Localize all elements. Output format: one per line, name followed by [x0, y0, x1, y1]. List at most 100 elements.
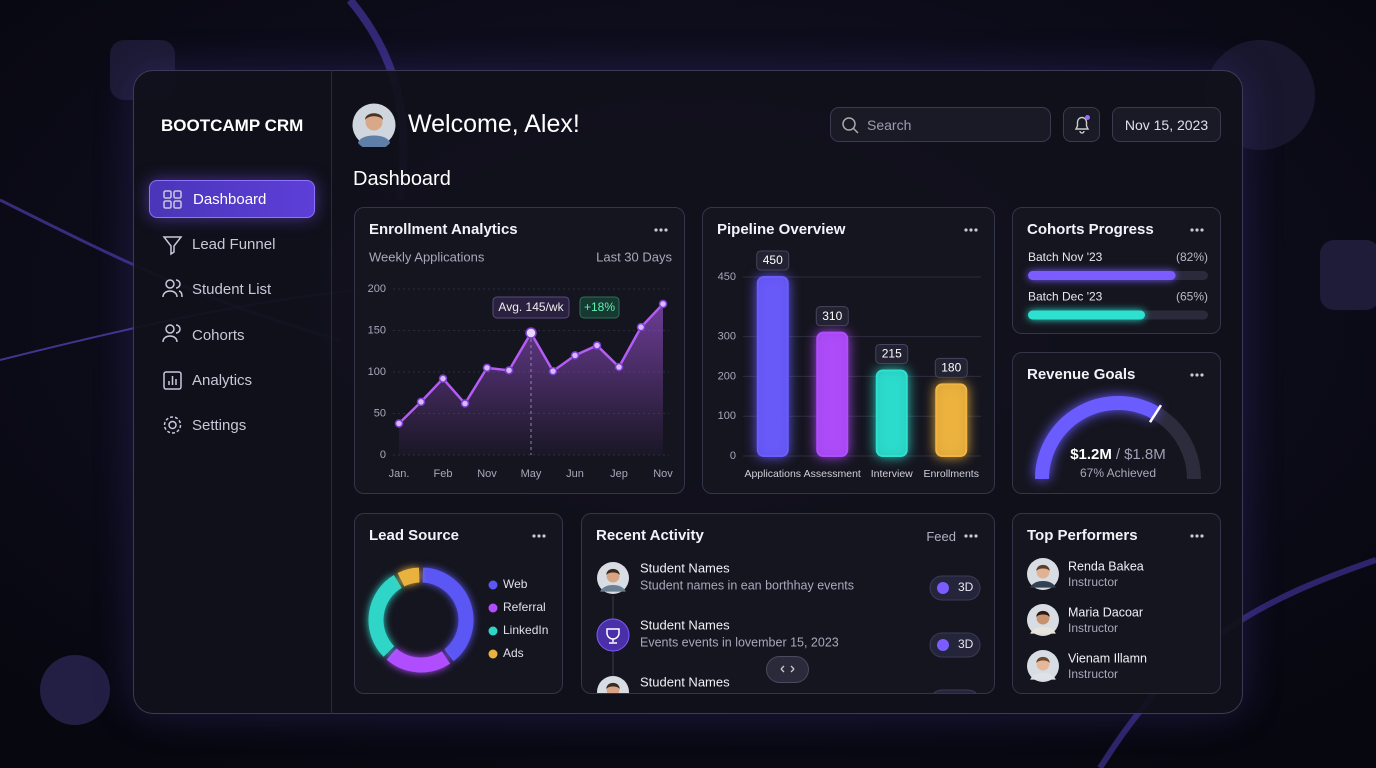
more-button[interactable]: [964, 228, 978, 232]
avatar-head: [1036, 657, 1050, 671]
point: [636, 322, 646, 332]
value-label: 310: [822, 309, 842, 323]
avatar-hair: [1036, 656, 1050, 664]
activity-list: Student Names Student names in ean borthh…: [596, 534, 981, 693]
performer-list: Renda Bakea Instructor Maria Dacoar Instruc…: [1027, 534, 1204, 682]
progress-label: Batch Nov '23: [1028, 250, 1103, 264]
more-button[interactable]: [1190, 228, 1204, 232]
activity-icon: [596, 618, 630, 652]
gauge-value: [1035, 396, 1160, 480]
nav-item[interactable]: Student List: [192, 280, 272, 298]
value-label: 180: [941, 361, 961, 375]
more-button[interactable]: [654, 228, 668, 232]
more-dot: [969, 228, 973, 232]
y-tick-label: 200: [368, 283, 386, 295]
progress-value: (82%): [1176, 250, 1208, 264]
more-dot: [659, 228, 663, 232]
x-tick-label: Interview: [871, 468, 913, 480]
scroll-pill[interactable]: [766, 656, 809, 683]
more-button[interactable]: [1190, 373, 1204, 377]
more-dot: [1195, 534, 1199, 538]
annotation: +18%: [584, 300, 615, 314]
legend-swatch: [488, 626, 498, 636]
legend-label: Web: [503, 577, 528, 591]
more-dot: [654, 228, 658, 232]
activity-card: Student Names Student names in ean borthh…: [581, 513, 995, 694]
nav-item[interactable]: Cohorts: [192, 326, 245, 344]
legend-label: Referral: [503, 600, 546, 614]
point: [570, 351, 580, 360]
gauge-chart: $1.2M / $1.8M 67% Achieved: [1035, 373, 1204, 480]
y-tick-label: 200: [718, 370, 736, 382]
more-dot: [964, 228, 968, 232]
progress-value: (65%): [1176, 290, 1208, 304]
x-tick-label: Enrollments: [924, 468, 979, 480]
point: [525, 327, 537, 339]
progress-bar: [1028, 310, 1145, 320]
point: [592, 341, 602, 350]
more-dot: [974, 228, 978, 232]
gauge-marker: [1148, 404, 1163, 423]
y-tick-label: 100: [368, 366, 386, 378]
nav-item[interactable]: Settings: [192, 416, 247, 434]
nav-item[interactable]: Dashboard: [149, 180, 315, 218]
y-tick-label: 150: [368, 324, 386, 336]
pipeline-card: 0 100 200 300 450 450 Applications 310 Assessmen…: [702, 207, 995, 494]
search-icon: [842, 117, 859, 134]
badge-label: 3D: [958, 580, 974, 594]
value-label-box: [756, 250, 790, 271]
section-title: Dashboard: [353, 168, 451, 190]
x-tick-label: Feb: [434, 468, 453, 480]
bar: [756, 275, 789, 457]
point: [416, 397, 426, 407]
badge-icon: [937, 582, 949, 594]
activity-name: Student Names: [640, 560, 730, 575]
annotation-box: [492, 296, 570, 319]
y-tick-label: 0: [730, 450, 736, 462]
annotation: Avg. 145/wk: [498, 300, 564, 314]
point: [658, 299, 668, 309]
avatar-body: [1030, 673, 1056, 680]
annotation-box: [579, 296, 620, 319]
donut-chart: Web Referral LinkedIn Ads: [368, 534, 548, 673]
more-button[interactable]: [964, 534, 978, 538]
more-button[interactable]: [532, 534, 546, 538]
y-tick-label: 0: [380, 449, 386, 461]
nav-item[interactable]: Analytics: [192, 371, 253, 389]
legend-label: LinkedIn: [503, 623, 548, 637]
gauge-separator: /: [1116, 446, 1121, 463]
performer-name: Vienam Illamn: [1068, 651, 1147, 665]
y-tick-label: 300: [718, 331, 736, 343]
avatar-hair: [606, 568, 620, 576]
avatar-head: [1036, 565, 1050, 579]
point: [460, 399, 470, 408]
donut-segment: [397, 567, 420, 587]
revenue-card: $1.2M / $1.8M 67% Achieved Revenue Goals: [1012, 352, 1221, 494]
sidebar: [133, 70, 332, 714]
x-tick-label: Jep: [610, 468, 628, 480]
card-title: Cohorts Progress: [1027, 221, 1154, 238]
donut-segment: [386, 648, 451, 673]
search-box[interactable]: Search: [830, 107, 1051, 142]
avatar-head: [1036, 611, 1050, 625]
nav-item[interactable]: Lead Funnel: [192, 235, 276, 253]
more-dot: [1190, 534, 1194, 538]
gauge-value-label: $1.2M: [1070, 446, 1112, 463]
nav-icons: [162, 190, 183, 434]
avatar-head: [606, 569, 620, 583]
activity-detail: Student names in ean borthhay events: [640, 578, 854, 592]
cohorts-card: Batch Nov '23 (82%) Batch Dec '23 (65%) Coh…: [1012, 207, 1221, 334]
more-dot: [1195, 373, 1199, 377]
donut-segment: [368, 575, 402, 657]
performer-role: Instructor: [1068, 667, 1118, 681]
more-button[interactable]: [1190, 534, 1204, 538]
bar: [816, 331, 849, 457]
x-tick-label: Nov: [477, 468, 497, 480]
card-title: Recent Activity: [596, 527, 704, 544]
card-title: Lead Source: [369, 527, 460, 544]
feed-filter[interactable]: Feed: [926, 529, 956, 544]
notification-button[interactable]: [1063, 107, 1100, 142]
activity-name: Student Names: [640, 674, 730, 689]
enrollment-card: Weekly Applications Last 30 Days 0 50 100 150…: [354, 207, 685, 494]
legend-swatch: [488, 580, 498, 590]
